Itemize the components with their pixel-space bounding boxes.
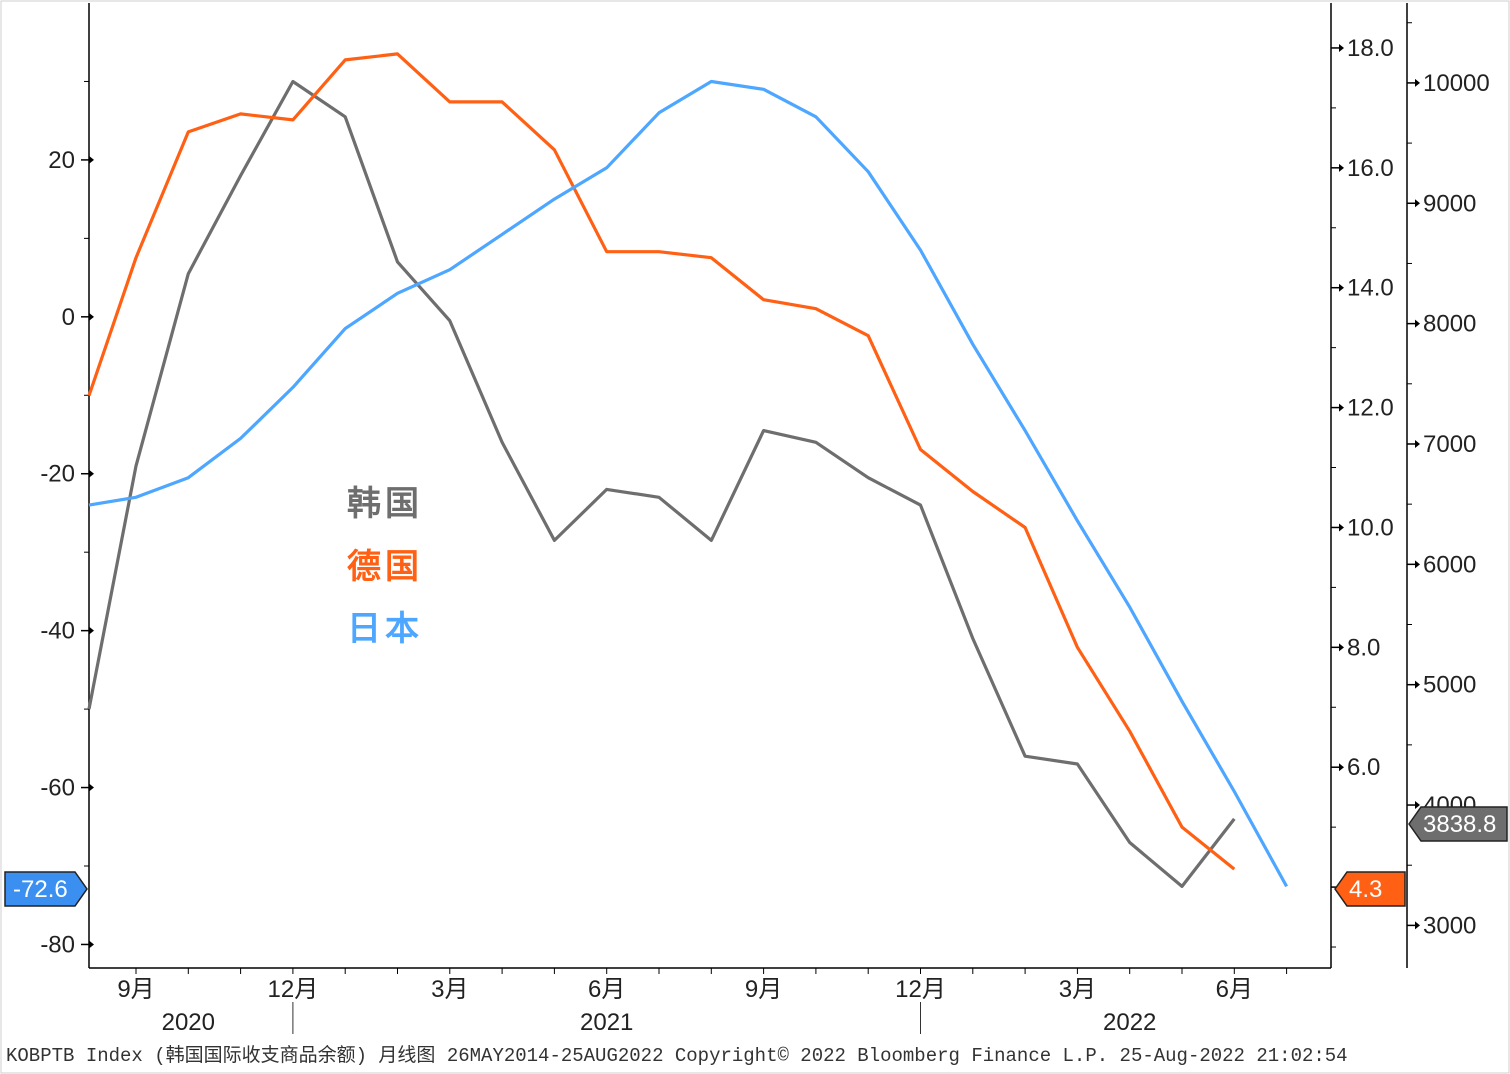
badge-germany-bg xyxy=(1334,871,1406,907)
left-tick-label: 0 xyxy=(62,304,75,331)
badge-korea-bg xyxy=(1408,806,1508,842)
x-tick-label: 9月 xyxy=(117,976,154,1003)
mid-tick-arrow xyxy=(1339,763,1344,772)
mid-tick-arrow xyxy=(1339,283,1344,292)
series-line-日本 xyxy=(88,79,1289,888)
badge-japan-bg xyxy=(4,871,88,907)
badge-japan: -72.6 xyxy=(13,876,68,903)
right-tick-arrow xyxy=(1415,319,1420,328)
year-label: 2022 xyxy=(1103,1009,1156,1036)
right-tick-label: 9000 xyxy=(1423,190,1476,217)
right-tick-arrow xyxy=(1415,921,1420,930)
left-tick-arrow xyxy=(89,940,94,949)
year-label: 2020 xyxy=(162,1009,215,1036)
right-tick-label: 8000 xyxy=(1423,311,1476,338)
x-tick-label: 12月 xyxy=(268,976,319,1003)
footer-text: KOBPTB Index (韩国国际收支商品余额) 月线图 26MAY2014-… xyxy=(6,1044,1348,1067)
mid-tick-label: 16.0 xyxy=(1347,155,1394,182)
left-tick-label: -80 xyxy=(40,931,75,958)
left-tick-arrow xyxy=(89,469,94,478)
mid-tick-label: 6.0 xyxy=(1347,754,1380,781)
mid-tick-label: 14.0 xyxy=(1347,275,1394,302)
left-tick-arrow xyxy=(89,312,94,321)
left-tick-arrow xyxy=(89,783,94,792)
left-tick-label: 20 xyxy=(48,147,75,174)
legend-label: 德国 xyxy=(347,548,423,586)
mid-tick-arrow xyxy=(1339,163,1344,172)
x-tick-label: 3月 xyxy=(1059,976,1096,1003)
right-tick-label: 10000 xyxy=(1423,70,1490,97)
badge-germany: 4.3 xyxy=(1349,876,1382,903)
right-tick-arrow xyxy=(1415,439,1420,448)
x-tick-label: 6月 xyxy=(1216,976,1253,1003)
right-tick-arrow xyxy=(1415,199,1420,208)
mid-tick-label: 10.0 xyxy=(1347,514,1394,541)
x-tick-label: 12月 xyxy=(895,976,946,1003)
right-tick-label: 5000 xyxy=(1423,672,1476,699)
mid-tick-label: 8.0 xyxy=(1347,634,1380,661)
left-tick-label: -40 xyxy=(40,618,75,645)
x-tick-label: 6月 xyxy=(588,976,625,1003)
badge-korea: 3838.8 xyxy=(1423,811,1496,838)
series-line-德国 xyxy=(87,52,1236,871)
mid-tick-arrow xyxy=(1339,43,1344,52)
legend-label: 日本 xyxy=(347,610,423,648)
mid-tick-arrow xyxy=(1339,403,1344,412)
right-tick-label: 3000 xyxy=(1423,912,1476,939)
left-tick-arrow xyxy=(89,155,94,164)
mid-tick-arrow xyxy=(1339,523,1344,532)
legend-label: 韩国 xyxy=(347,485,423,523)
mid-tick-arrow xyxy=(1339,643,1344,652)
x-tick-label: 3月 xyxy=(431,976,468,1003)
right-tick-label: 6000 xyxy=(1423,551,1476,578)
series-line-韩国 xyxy=(87,79,1236,888)
left-tick-arrow xyxy=(89,626,94,635)
year-label: 2021 xyxy=(580,1009,633,1036)
right-tick-label: 7000 xyxy=(1423,431,1476,458)
mid-tick-label: 12.0 xyxy=(1347,395,1394,422)
right-tick-arrow xyxy=(1415,560,1420,569)
x-tick-label: 9月 xyxy=(745,976,782,1003)
mid-tick-label: 18.0 xyxy=(1347,35,1394,62)
left-tick-label: -60 xyxy=(40,775,75,802)
right-tick-arrow xyxy=(1415,801,1420,810)
right-tick-arrow xyxy=(1415,680,1420,689)
left-tick-label: -20 xyxy=(40,461,75,488)
right-tick-arrow xyxy=(1415,78,1420,87)
